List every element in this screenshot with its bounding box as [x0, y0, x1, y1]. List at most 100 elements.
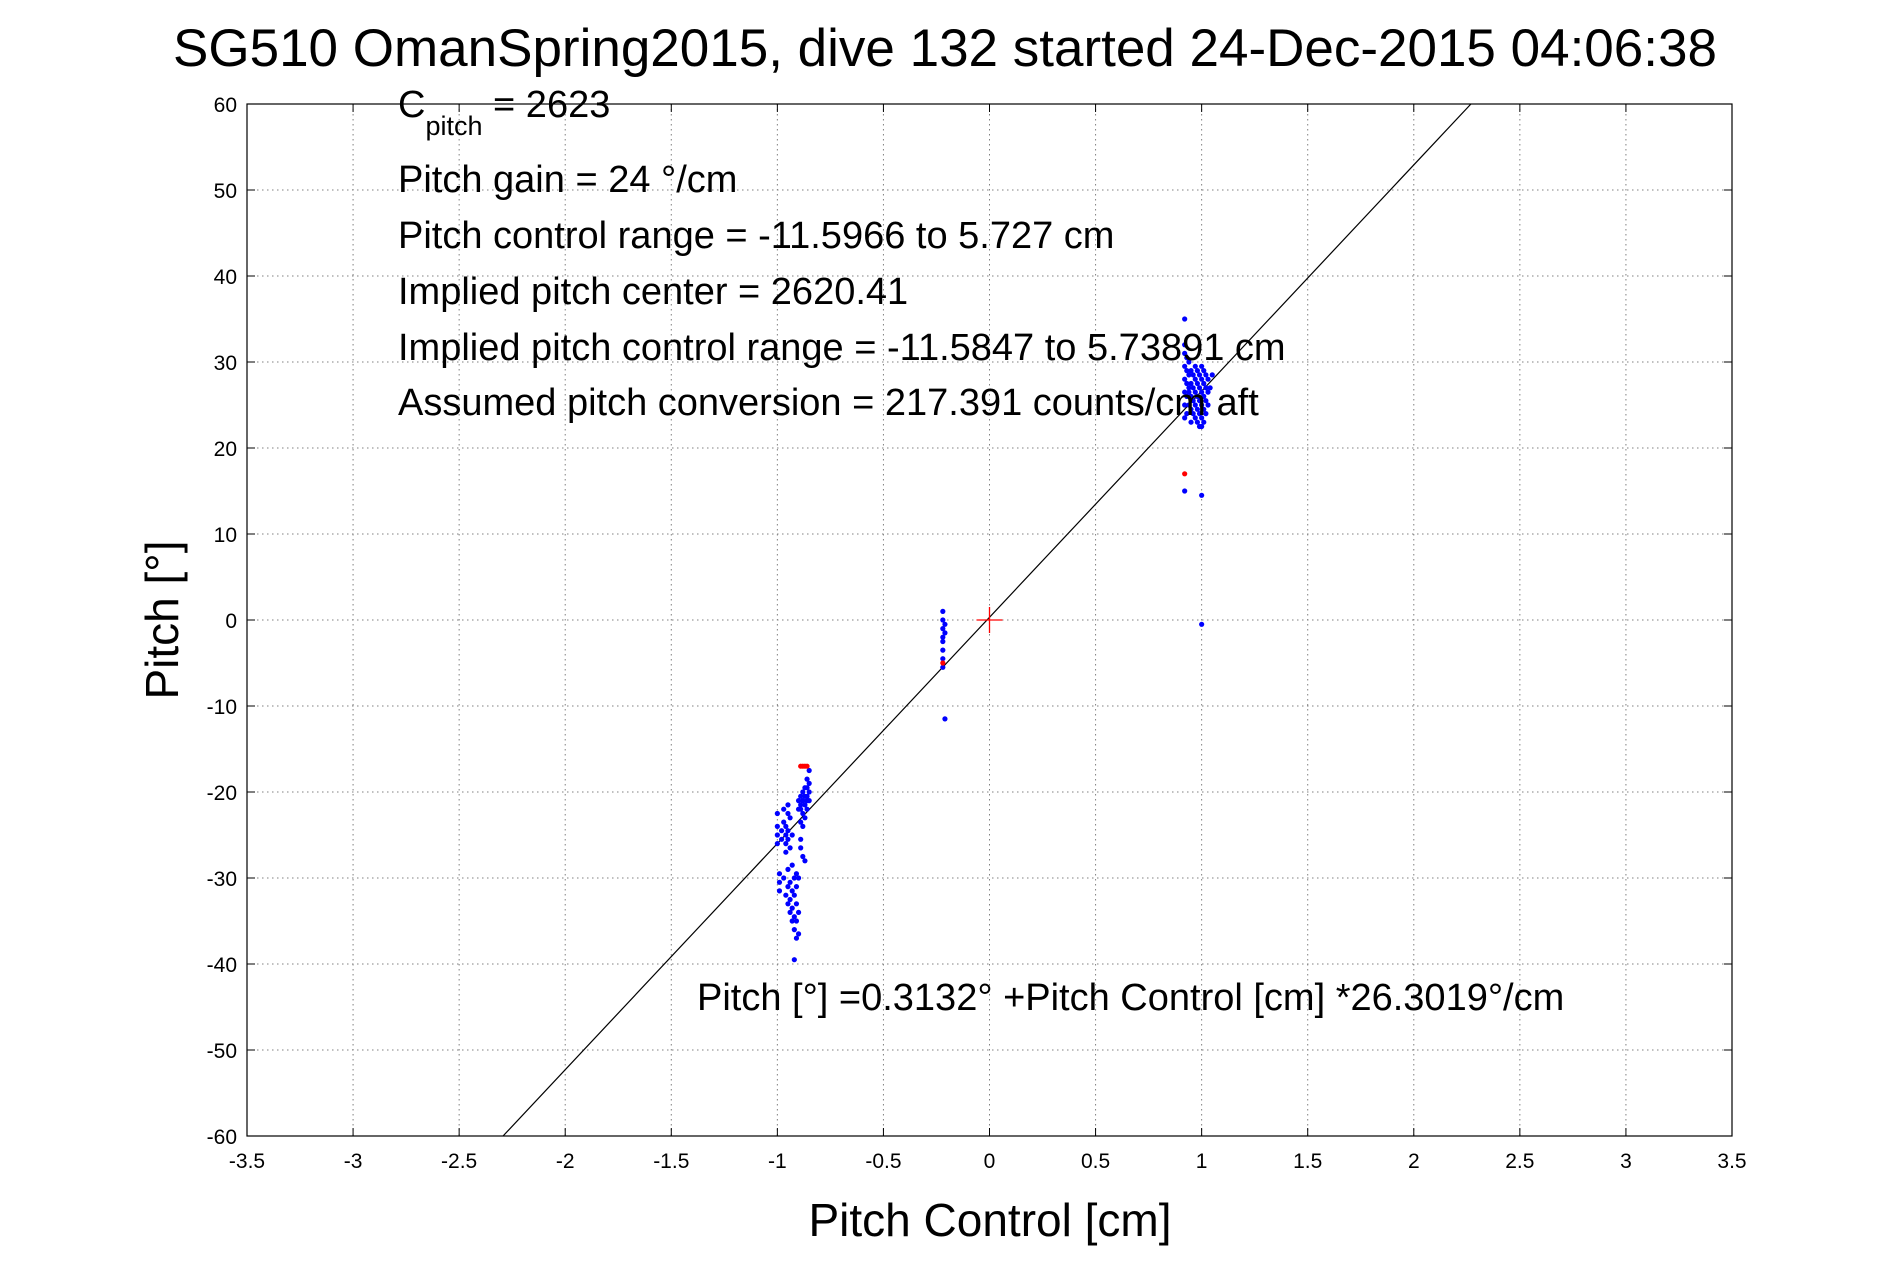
data-point-blue	[787, 896, 793, 903]
data-point-blue	[795, 798, 802, 804]
data-point-blue	[1196, 372, 1203, 378]
data-point-blue	[783, 841, 789, 847]
data-point-blue	[798, 819, 804, 825]
annotation-c-pitch: Cpitch = 2623	[398, 84, 610, 141]
data-point-blue	[804, 785, 810, 791]
data-point-blue	[783, 832, 789, 838]
data-point-blue	[789, 862, 795, 868]
annotation-c-pitch-subscript: pitch	[425, 111, 482, 141]
x-axis-ticks: -3.5 -3 -2.5 -2 -1.5 -1 -0.5 0 0.5 1 1.5 2 2.5 3 3.5	[229, 104, 1747, 1173]
data-point-blue	[776, 871, 783, 877]
data-point-blue	[1182, 350, 1188, 356]
data-point-blue	[1201, 380, 1207, 387]
data-point-red	[940, 660, 946, 666]
y-tick-label: 20	[214, 438, 237, 461]
x-tick-label: 0	[984, 1150, 996, 1173]
data-point-blue	[787, 845, 793, 851]
data-point-blue	[798, 845, 804, 851]
data-point-blue	[942, 630, 948, 636]
data-points	[774, 316, 1215, 963]
y-tick-label: 60	[214, 94, 237, 117]
data-point-blue	[806, 789, 812, 795]
data-point-blue	[1201, 419, 1207, 425]
data-point-blue	[1201, 393, 1207, 399]
y-tick-label: -60	[207, 1126, 237, 1149]
data-point-blue	[940, 617, 946, 623]
annotation-control-range: Pitch control range = -11.5966 to 5.727 …	[398, 215, 1114, 257]
x-tick-label: 2	[1408, 1150, 1420, 1173]
x-tick-label: -3.5	[229, 1150, 265, 1173]
data-point-blue	[942, 716, 948, 722]
data-point-blue	[774, 841, 780, 847]
y-tick-label: 50	[214, 180, 237, 203]
x-tick-label: 1	[1196, 1150, 1208, 1173]
data-point-blue	[806, 798, 812, 804]
data-point-blue	[781, 819, 787, 825]
data-point-blue	[793, 901, 800, 907]
data-point-blue	[940, 626, 946, 632]
data-point-blue	[1196, 398, 1203, 404]
data-point-blue	[798, 793, 804, 799]
data-point-blue	[1188, 419, 1194, 425]
data-point-blue	[804, 806, 810, 812]
data-point-blue	[791, 914, 797, 920]
data-point-blue	[785, 828, 791, 834]
y-tick-label: -50	[207, 1040, 237, 1063]
data-point-blue	[1182, 389, 1188, 395]
annotation-pitch-gain: Pitch gain = 24 °/cm	[398, 159, 737, 201]
data-point-blue	[1203, 398, 1209, 404]
data-point-blue	[800, 823, 806, 830]
data-point-blue	[1182, 316, 1188, 322]
data-point-blue	[1209, 372, 1215, 378]
data-point-blue	[774, 810, 780, 817]
data-point-blue	[1205, 402, 1211, 408]
data-point-blue	[791, 957, 797, 963]
x-tick-label: 2.5	[1505, 1150, 1534, 1173]
data-point-blue	[776, 879, 783, 885]
data-point-red	[804, 763, 810, 769]
data-point-blue	[1182, 363, 1188, 369]
data-point-blue	[795, 931, 802, 937]
data-point-blue	[774, 832, 780, 838]
x-axis-label: Pitch Control [cm]	[809, 1194, 1172, 1246]
data-point-blue	[1207, 385, 1213, 391]
data-point-blue	[1203, 411, 1209, 417]
chart-title: SG510 OmanSpring2015, dive 132 started 2…	[173, 19, 1717, 78]
data-point-blue	[1186, 359, 1192, 365]
y-tick-label: -20	[207, 782, 237, 805]
data-point-blue	[1184, 411, 1190, 417]
data-point-blue	[779, 828, 785, 834]
data-point-blue	[1186, 402, 1192, 408]
data-point-blue	[783, 823, 789, 830]
data-point-blue	[1199, 423, 1205, 430]
data-point-blue	[787, 879, 793, 885]
data-point-blue	[789, 905, 795, 911]
y-tick-label: -30	[207, 868, 237, 891]
y-tick-label: 30	[214, 352, 237, 375]
annotation-c-pitch-main: C	[398, 84, 425, 126]
data-point-blue	[1190, 385, 1196, 391]
data-point-blue	[1182, 402, 1188, 408]
data-point-blue	[1184, 380, 1190, 387]
data-point-blue	[781, 806, 787, 812]
x-tick-label: -1	[768, 1150, 787, 1173]
data-point-blue	[793, 884, 800, 890]
data-point-blue	[1186, 385, 1192, 391]
data-point-blue	[793, 871, 800, 877]
data-point-blue	[783, 849, 789, 855]
data-point-blue	[1188, 380, 1194, 387]
data-point-blue	[1203, 372, 1209, 378]
data-point-red	[1182, 471, 1188, 477]
x-tick-label: 3.5	[1717, 1150, 1746, 1173]
data-point-blue	[1188, 393, 1194, 399]
data-point-blue	[1201, 406, 1207, 412]
data-point-blue	[1199, 415, 1205, 421]
data-point-blue	[802, 858, 808, 864]
data-point-blue	[1199, 389, 1205, 395]
data-point-blue	[802, 802, 808, 808]
data-point-blue	[1194, 380, 1200, 387]
annotation-fit-equation: Pitch [°] =0.3132° +Pitch Control [cm] *…	[697, 977, 1564, 1019]
y-axis-ticks: -60 -50 -40 -30 -20 -10 0 10 20 30 40 50 60	[207, 94, 1732, 1149]
data-point-blue	[791, 892, 797, 898]
data-point-blue	[1190, 398, 1196, 404]
